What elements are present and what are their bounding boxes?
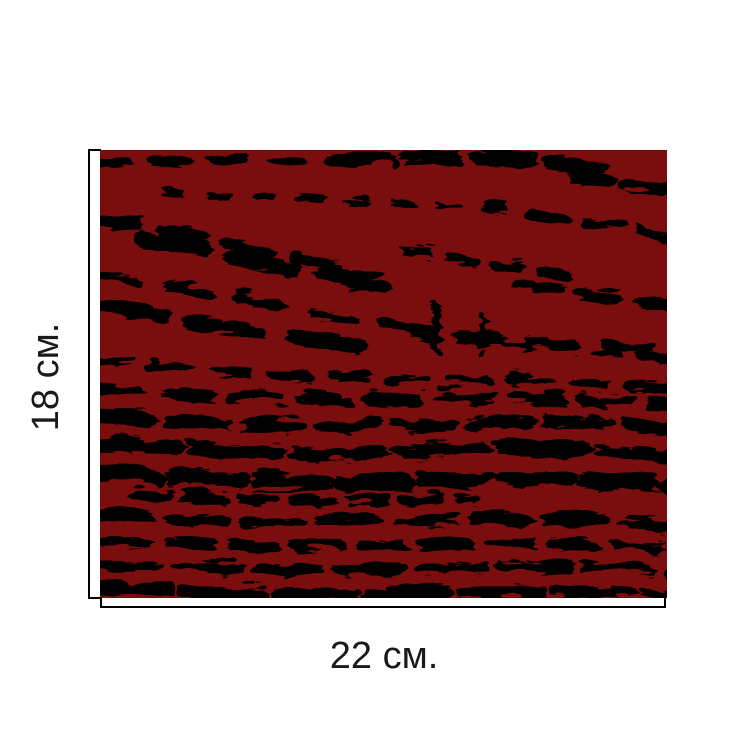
- height-dimension-label: 18 см.: [25, 322, 67, 432]
- swatch-base: [100, 150, 667, 598]
- width-dimension-tick-right: [664, 597, 666, 608]
- width-dimension-tick-left: [100, 597, 102, 608]
- height-dimension-line: [88, 149, 90, 599]
- width-dimension-label: 22 см.: [329, 635, 439, 677]
- fabric-swatch-image: [100, 150, 667, 598]
- width-dimension-line: [100, 606, 666, 608]
- height-dimension-tick-top: [88, 149, 101, 151]
- swatch-stripes: [100, 150, 667, 598]
- height-dimension-tick-bottom: [88, 597, 101, 599]
